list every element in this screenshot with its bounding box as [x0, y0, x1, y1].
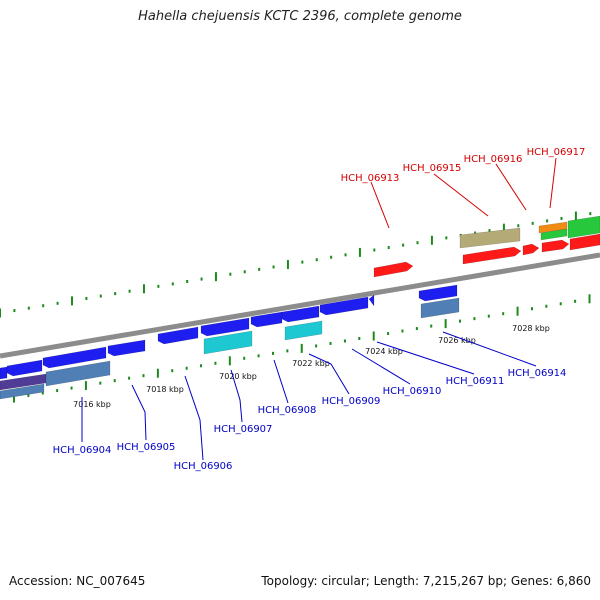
gene-label-hch-06905[interactable]: HCH_06905 [117, 442, 176, 453]
gene-label-hch-06915[interactable]: HCH_06915 [403, 163, 462, 174]
reverse-gene-labels: HCH_06904 HCH_06905 HCH_06906 HCH_06907 … [53, 331, 567, 472]
leader-line [131, 384, 147, 441]
cds-arrow[interactable] [157, 326, 199, 345]
leader-line [495, 163, 527, 211]
kbp-label: 7024 kbp [365, 347, 403, 356]
kbp-label: 7016 kbp [73, 400, 111, 409]
leader-line [433, 173, 489, 217]
leader-line [351, 348, 411, 385]
leader-line [370, 181, 390, 229]
kbp-label: 7022 kbp [292, 359, 330, 368]
gene-label-hch-06908[interactable]: HCH_06908 [258, 405, 317, 416]
feature-bar[interactable] [284, 320, 323, 341]
gene-label-hch-06916[interactable]: HCH_06916 [464, 154, 523, 165]
cds-arrow[interactable] [250, 311, 283, 328]
feature-bar[interactable] [540, 228, 568, 241]
reverse-strand-features [0, 284, 460, 400]
kbp-label: 7026 kbp [438, 336, 476, 345]
feature-bar[interactable] [567, 215, 600, 239]
kbp-label: 7020 kbp [219, 372, 257, 381]
genome-backbone [0, 252, 600, 359]
gene-label-hch-06909[interactable]: HCH_06909 [322, 396, 381, 407]
cds-arrow[interactable] [281, 305, 320, 323]
gene-label-hch-06917[interactable]: HCH_06917 [527, 147, 586, 158]
leader-line [230, 369, 243, 423]
kbp-scale-labels: 7016 kbp 7018 kbp 7020 kbp 7022 kbp 7024… [73, 324, 550, 409]
cds-arrow[interactable] [368, 294, 375, 307]
cds-arrow[interactable] [319, 296, 369, 316]
feature-bar[interactable] [45, 360, 111, 387]
leader-line [184, 375, 204, 461]
leader-line [549, 157, 557, 209]
tick-row-upper [0, 211, 592, 318]
cds-arrow[interactable] [522, 243, 540, 256]
gene-label-hch-06911[interactable]: HCH_06911 [446, 376, 505, 387]
gene-label-hch-06906[interactable]: HCH_06906 [174, 461, 233, 472]
leader-line [273, 359, 289, 404]
feature-bar[interactable] [420, 297, 460, 319]
gene-label-hch-06913[interactable]: HCH_06913 [341, 173, 400, 184]
accession-text: Accession: NC_007645 [9, 574, 146, 588]
feature-bar[interactable] [459, 227, 521, 249]
cds-arrow[interactable] [0, 366, 8, 380]
forward-gene-labels: HCH_06913 HCH_06915 HCH_06916 HCH_06917 [341, 147, 586, 229]
gene-label-hch-06904[interactable]: HCH_06904 [53, 445, 112, 456]
kbp-label: 7028 kbp [512, 324, 550, 333]
gene-label-hch-06907[interactable]: HCH_06907 [214, 424, 273, 435]
cds-arrow[interactable] [418, 284, 458, 302]
feature-bar[interactable] [0, 383, 45, 400]
cds-arrow[interactable] [541, 239, 570, 253]
map-title: Hahella chejuensis KCTC 2396, complete g… [138, 9, 462, 24]
gene-label-hch-06910[interactable]: HCH_06910 [383, 386, 442, 397]
cds-arrow[interactable] [6, 359, 43, 377]
cds-arrow[interactable] [42, 346, 107, 369]
kbp-label: 7018 kbp [146, 385, 184, 394]
forward-strand-features [373, 215, 600, 278]
cds-arrow[interactable] [200, 317, 250, 337]
genome-summary-text: Topology: circular; Length: 7,215,267 bp… [261, 574, 591, 588]
leader-line [442, 331, 537, 367]
cds-arrow[interactable] [462, 246, 522, 265]
feature-bar[interactable] [203, 330, 253, 355]
cds-arrow[interactable] [107, 339, 146, 357]
gene-label-hch-06914[interactable]: HCH_06914 [508, 368, 567, 379]
cds-arrow[interactable] [373, 261, 414, 278]
leader-line [308, 353, 350, 395]
leader-line [376, 341, 475, 375]
cds-arrow[interactable] [569, 233, 600, 251]
